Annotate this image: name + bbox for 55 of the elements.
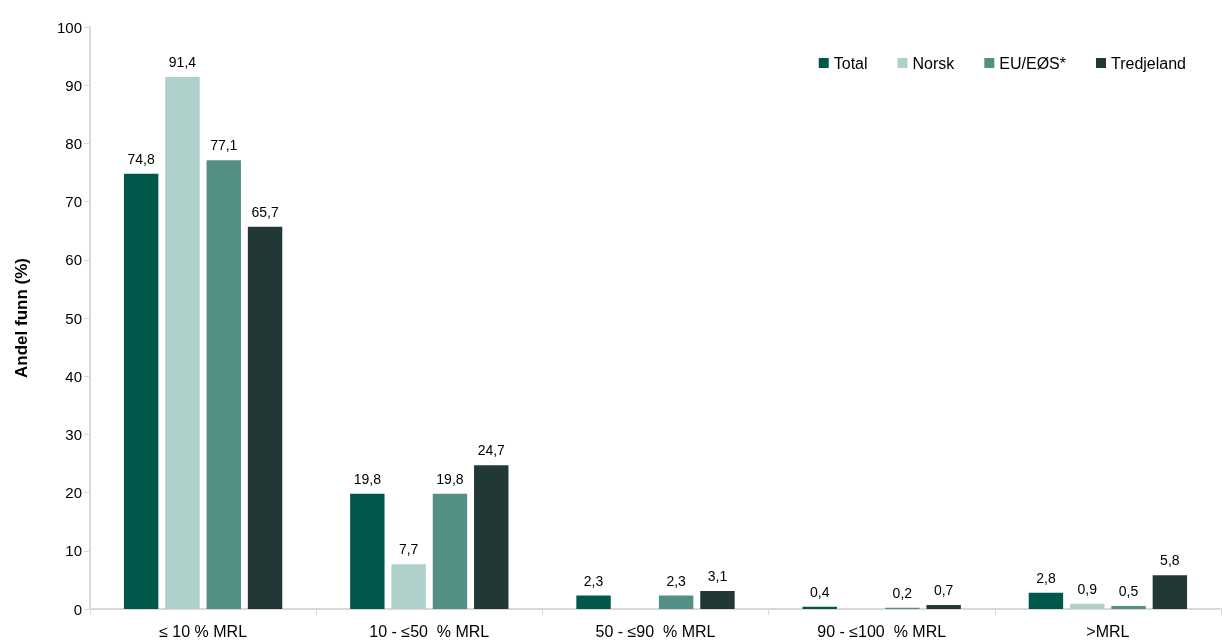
bar [350, 493, 385, 609]
y-tick-label: 70 [65, 193, 82, 211]
bar [1152, 575, 1188, 609]
data-label: 2,8 [1036, 569, 1056, 586]
x-tick-label: 50 - ≤90 % MRL [595, 622, 716, 640]
y-tick-label: 90 [65, 76, 82, 94]
data-label: 0,9 [1077, 580, 1098, 597]
data-label: 24,7 [477, 442, 506, 459]
y-tick-label: 60 [65, 251, 82, 269]
x-tick-label: ≤ 10 % MRL [159, 622, 248, 640]
bar [391, 564, 426, 609]
x-tick-label: 90 - ≤100 % MRL [817, 622, 947, 640]
data-label: 0,4 [810, 583, 830, 600]
legend-label: EU/EØS* [999, 54, 1066, 72]
y-tick-label: 0 [73, 600, 82, 618]
data-label: 2,3 [666, 572, 687, 589]
data-label: 7,7 [398, 541, 419, 558]
data-label: 2,3 [583, 572, 604, 589]
y-tick-label: 30 [65, 425, 82, 443]
data-label: 77,1 [210, 137, 238, 154]
y-tick-label: 100 [56, 18, 82, 36]
bar [432, 493, 468, 609]
bar [926, 604, 961, 609]
legend-label: Norsk [912, 54, 956, 72]
data-label: 19,8 [436, 470, 464, 487]
data-label: 91,4 [168, 54, 197, 71]
bar [123, 173, 159, 609]
bar [1111, 606, 1146, 609]
data-label: 74,8 [127, 150, 155, 167]
bar [474, 465, 509, 609]
data-label: 0,7 [933, 581, 954, 598]
data-label: 5,8 [1160, 552, 1180, 569]
data-label: 0,5 [1118, 583, 1139, 600]
bar [1070, 603, 1105, 609]
bar [658, 595, 694, 609]
y-tick-label: 50 [65, 309, 82, 327]
bar [700, 590, 735, 609]
x-tick-label: >MRL [1086, 622, 1130, 640]
y-tick-label: 20 [65, 484, 82, 502]
y-tick-label: 40 [65, 367, 82, 385]
y-axis-title: Andel funn (%) [12, 258, 31, 378]
y-tick-label: 80 [65, 134, 82, 152]
bar [576, 595, 611, 609]
data-label: 65,7 [251, 203, 279, 220]
legend-label: Total [833, 54, 868, 72]
data-label: 19,8 [353, 470, 382, 487]
y-tick-label: 10 [65, 542, 82, 560]
bar [206, 160, 241, 609]
legend-label: Tredjeland [1110, 54, 1187, 72]
data-label: 3,1 [707, 567, 728, 584]
x-tick-label: 10 - ≤50 % MRL [369, 622, 490, 640]
bar [247, 226, 283, 609]
bar [165, 77, 200, 609]
bar [1028, 592, 1064, 609]
data-label: 0,2 [892, 584, 913, 601]
